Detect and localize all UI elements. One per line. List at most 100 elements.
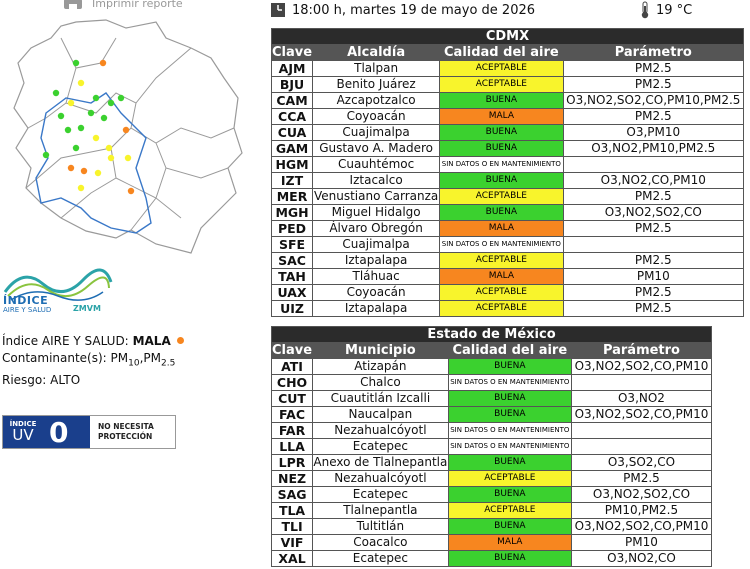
parameters-cell	[562, 236, 745, 253]
edomex-column-header: Parámetro	[570, 342, 713, 359]
table-row: SAC Iztapalapa ACEPTABLE PM2.5	[270, 252, 745, 269]
index-label: Índice AIRE Y SALUD:	[2, 334, 129, 348]
parameters-cell: PM2.5	[562, 252, 745, 269]
air-quality-cell: SIN DATOS O EN MANTENIMIENTO	[447, 374, 572, 391]
parameters-cell: PM2.5	[562, 284, 745, 301]
station-marker	[67, 164, 75, 172]
station-marker	[52, 89, 60, 97]
station-marker	[127, 187, 135, 195]
temperature-line: 19 °C	[640, 1, 692, 19]
station-name: Benito Juárez	[312, 76, 441, 93]
table-row: HGM Cuauhtémoc SIN DATOS O EN MANTENIMIENT…	[270, 156, 745, 173]
station-key: LPR	[270, 454, 314, 471]
station-key: HGM	[270, 156, 314, 173]
air-quality-cell: SIN DATOS O EN MANTENIMIENTO	[447, 422, 572, 439]
air-quality-cell: BUENA	[439, 204, 564, 221]
air-quality-cell: BUENA	[447, 486, 572, 503]
uv-message: NO NECESITA PROTECCIÓN	[90, 416, 175, 448]
parameters-cell: PM2.5	[562, 60, 745, 77]
risk-line: Riesgo: ALTO	[2, 372, 184, 389]
print-report-button[interactable]: Imprimir reporte	[62, 0, 183, 12]
air-quality-cell: ACEPTABLE	[439, 300, 564, 317]
air-quality-cell: BUENA	[447, 454, 572, 471]
table-row: SFE Cuajimalpa SIN DATOS O EN MANTENIMIENT…	[270, 236, 745, 253]
air-quality-cell: BUENA	[447, 550, 572, 567]
air-quality-cell: BUENA	[439, 140, 564, 157]
parameters-cell: PM2.5	[562, 300, 745, 317]
logo-zmvm: ZMVM	[73, 304, 101, 313]
station-key: XAL	[270, 550, 314, 567]
table-row: CAM Azcapotzalco BUENA O3,NO2,SO2,CO,PM10,P…	[270, 92, 745, 109]
station-key: BJU	[270, 76, 314, 93]
air-quality-cell: MALA	[439, 220, 564, 237]
station-key: IZT	[270, 172, 314, 189]
parameters-cell: O3,PM10	[562, 124, 745, 141]
datetime-line: 18:00 h, martes 19 de mayo de 2026	[270, 1, 535, 19]
edomex-stations-table: Estado de México Clave Municipio Calidad d…	[270, 326, 713, 567]
table-row: TLI Tultitlán BUENA O3,NO2,SO2,CO,PM10	[270, 518, 713, 535]
cdmx-stations-table: CDMX Clave Alcaldía Calidad del aire Paráme…	[270, 28, 745, 317]
station-marker	[94, 169, 102, 177]
station-name: Tlalnepantla	[312, 502, 449, 519]
station-marker	[77, 184, 85, 192]
air-quality-cell: BUENA	[447, 518, 572, 535]
datetime-text: 18:00 h, martes 19 de mayo de 2026	[292, 2, 536, 18]
table-row: CUA Cuajimalpa BUENA O3,PM10	[270, 124, 745, 141]
station-key: CUA	[270, 124, 314, 141]
station-name: Nezahualcóyotl	[312, 470, 449, 487]
air-quality-cell: ACEPTABLE	[447, 502, 572, 519]
station-name: Cuajimalpa	[312, 236, 441, 253]
table-row: LPR Anexo de Tlalnepantla BUENA O3,SO2,CO	[270, 454, 713, 471]
parameters-cell: PM10,PM2.5	[570, 502, 713, 519]
temperature-text: 19 °C	[656, 2, 693, 18]
station-key: SAG	[270, 486, 314, 503]
parameters-cell	[570, 374, 713, 391]
parameters-cell: O3,NO2,CO	[570, 550, 713, 567]
station-name: Coyoacán	[312, 284, 441, 301]
station-name: Cuajimalpa	[312, 124, 441, 141]
edomex-column-header: Clave	[270, 342, 314, 359]
uv-index-box: ÍNDICE UV 0 NO NECESITA PROTECCIÓN	[2, 415, 176, 449]
station-key: AJM	[270, 60, 314, 77]
parameters-cell: PM2.5	[562, 188, 745, 205]
air-quality-cell: BUENA	[447, 390, 572, 407]
station-name: Cuauhtémoc	[312, 156, 441, 173]
air-quality-cell: MALA	[439, 108, 564, 125]
air-quality-cell: BUENA	[439, 92, 564, 109]
table-row: GAM Gustavo A. Madero BUENA O3,NO2,PM10,PM2…	[270, 140, 745, 157]
station-key: FAC	[270, 406, 314, 423]
station-name: Anexo de Tlalnepantla	[312, 454, 449, 471]
station-marker	[72, 59, 80, 67]
station-marker	[72, 144, 80, 152]
air-quality-cell: SIN DATOS O EN MANTENIMIENTO	[447, 438, 572, 455]
station-key: GAM	[270, 140, 314, 157]
air-quality-cell: MALA	[447, 534, 572, 551]
parameters-cell: O3,SO2,CO	[570, 454, 713, 471]
table-row: UAX Coyoacán ACEPTABLE PM2.5	[270, 284, 745, 301]
parameters-cell	[570, 422, 713, 439]
cdmx-column-header: Alcaldía	[312, 44, 441, 61]
station-key: CUT	[270, 390, 314, 407]
station-marker	[117, 94, 125, 102]
pollutant-pm25-sub: 2.5	[161, 358, 176, 369]
cdmx-column-header: Clave	[270, 44, 314, 61]
station-name: Álvaro Obregón	[312, 220, 441, 237]
station-name: Gustavo A. Madero	[312, 140, 441, 157]
risk-value: ALTO	[50, 373, 81, 388]
station-key: CHO	[270, 374, 314, 391]
station-name: Ecatepec	[312, 550, 449, 567]
station-key: UIZ	[270, 300, 314, 317]
station-key: ATI	[270, 358, 314, 375]
station-name: Cuautitlán Izcalli	[312, 390, 449, 407]
station-marker	[42, 151, 50, 159]
thermometer-icon	[641, 1, 649, 19]
pollutant-pm25: PM	[143, 351, 162, 365]
pollutant-pm10: PM	[110, 351, 129, 365]
station-key: TLA	[270, 502, 314, 519]
edomex-column-header: Calidad del aire	[447, 342, 572, 359]
station-name: Atizapán	[312, 358, 449, 375]
uv-label-top: ÍNDICE	[9, 420, 37, 428]
station-key: TLI	[270, 518, 314, 535]
print-report-label: Imprimir reporte	[92, 0, 183, 10]
station-marker	[105, 144, 113, 152]
